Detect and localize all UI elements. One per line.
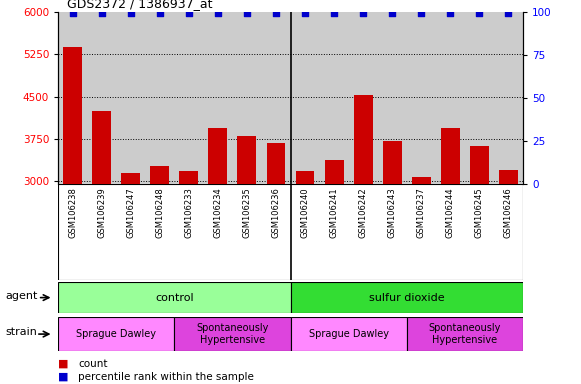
Text: ■: ■ bbox=[58, 359, 69, 369]
Text: GSM106245: GSM106245 bbox=[475, 187, 484, 238]
Text: percentile rank within the sample: percentile rank within the sample bbox=[78, 372, 254, 382]
Point bbox=[358, 10, 368, 16]
Point bbox=[504, 10, 513, 16]
Point bbox=[68, 10, 77, 16]
Point bbox=[184, 10, 193, 16]
Bar bbox=[180, 171, 198, 351]
Bar bbox=[441, 127, 460, 351]
Text: GSM106243: GSM106243 bbox=[388, 187, 397, 238]
Point bbox=[388, 10, 397, 16]
Point bbox=[446, 10, 455, 16]
Bar bbox=[296, 171, 314, 351]
Text: GSM106236: GSM106236 bbox=[271, 187, 281, 238]
Point bbox=[417, 10, 426, 16]
Point bbox=[126, 10, 135, 16]
Text: control: control bbox=[155, 293, 193, 303]
Text: GDS2372 / 1386937_at: GDS2372 / 1386937_at bbox=[67, 0, 213, 10]
Bar bbox=[121, 173, 140, 351]
Text: strain: strain bbox=[6, 327, 38, 338]
Text: Sprague Dawley: Sprague Dawley bbox=[309, 329, 389, 339]
Bar bbox=[209, 127, 227, 351]
Bar bbox=[290, 282, 523, 313]
Text: GSM106235: GSM106235 bbox=[242, 187, 252, 238]
Text: GSM106246: GSM106246 bbox=[504, 187, 513, 238]
Bar bbox=[58, 317, 174, 351]
Point bbox=[475, 10, 484, 16]
Bar bbox=[499, 170, 518, 351]
Point bbox=[97, 10, 106, 16]
Text: GSM106242: GSM106242 bbox=[358, 187, 368, 238]
Text: GSM106247: GSM106247 bbox=[126, 187, 135, 238]
Text: GSM106238: GSM106238 bbox=[68, 187, 77, 238]
Text: GSM106233: GSM106233 bbox=[184, 187, 193, 238]
Bar bbox=[174, 317, 290, 351]
Bar bbox=[238, 136, 256, 351]
Bar bbox=[63, 46, 82, 351]
Text: ■: ■ bbox=[58, 372, 69, 382]
Text: GSM106234: GSM106234 bbox=[213, 187, 223, 238]
Text: agent: agent bbox=[6, 291, 38, 301]
Bar bbox=[383, 141, 401, 351]
Point bbox=[242, 10, 252, 16]
Point bbox=[329, 10, 339, 16]
Text: Spontaneously
Hypertensive: Spontaneously Hypertensive bbox=[429, 323, 501, 345]
Text: Spontaneously
Hypertensive: Spontaneously Hypertensive bbox=[196, 323, 268, 345]
Bar bbox=[267, 143, 285, 351]
Point bbox=[155, 10, 164, 16]
Text: GSM106240: GSM106240 bbox=[300, 187, 310, 238]
Text: GSM106241: GSM106241 bbox=[329, 187, 339, 238]
Text: count: count bbox=[78, 359, 108, 369]
Bar bbox=[325, 160, 343, 351]
Text: GSM106237: GSM106237 bbox=[417, 187, 426, 238]
Bar bbox=[354, 95, 372, 351]
Text: GSM106244: GSM106244 bbox=[446, 187, 455, 238]
Bar bbox=[58, 282, 290, 313]
Text: Sprague Dawley: Sprague Dawley bbox=[76, 329, 156, 339]
Bar bbox=[290, 317, 407, 351]
Text: sulfur dioxide: sulfur dioxide bbox=[369, 293, 444, 303]
Bar bbox=[150, 166, 169, 351]
Bar bbox=[412, 177, 431, 351]
Point bbox=[271, 10, 281, 16]
Bar bbox=[407, 317, 523, 351]
Point bbox=[300, 10, 310, 16]
Bar bbox=[92, 111, 111, 351]
Point bbox=[213, 10, 223, 16]
Text: GSM106248: GSM106248 bbox=[155, 187, 164, 238]
Bar bbox=[470, 146, 489, 351]
Text: GSM106239: GSM106239 bbox=[97, 187, 106, 238]
